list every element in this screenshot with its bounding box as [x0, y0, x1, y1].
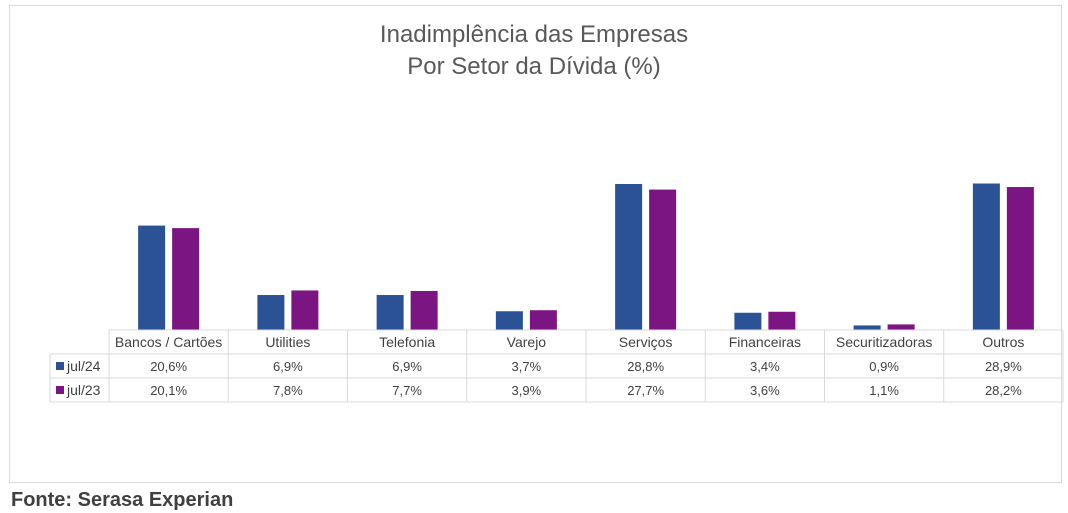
bar-jul-23-0: [172, 228, 200, 330]
data-label: 1,1%: [869, 383, 899, 398]
category-label: Utilities: [265, 334, 310, 350]
chart-title: Inadimplência das Empresas Por Setor da …: [0, 19, 1068, 83]
bar-jul-23-6: [887, 324, 915, 330]
category-label: Bancos / Cartões: [115, 334, 222, 350]
bar-jul-24-7: [972, 183, 1000, 330]
data-label: 3,7%: [512, 359, 542, 374]
bar-jul-23-7: [1006, 187, 1034, 330]
source-label: Fonte: Serasa Experian: [11, 489, 234, 511]
bar-jul-24-6: [853, 325, 881, 330]
data-label: 6,9%: [392, 359, 422, 374]
bar-jul-24-0: [138, 225, 166, 330]
category-label: Serviços: [619, 334, 673, 350]
data-label: 3,6%: [750, 383, 780, 398]
data-label: 28,9%: [985, 359, 1022, 374]
data-label: 28,8%: [627, 359, 664, 374]
data-label: 28,2%: [985, 383, 1022, 398]
bar-jul-24-5: [734, 312, 762, 330]
bar-jul-24-4: [615, 184, 643, 330]
category-label: Outros: [982, 334, 1024, 350]
data-label: 20,1%: [150, 383, 187, 398]
category-label: Financeiras: [729, 334, 801, 350]
bar-jul-23-2: [410, 290, 438, 330]
data-label: 27,7%: [627, 383, 664, 398]
data-label: 7,8%: [273, 383, 303, 398]
bar-jul-23-5: [768, 311, 796, 330]
legend-label: jul/24: [66, 358, 101, 374]
bar-jul-24-1: [257, 295, 285, 330]
category-label: Securitizadoras: [836, 334, 933, 350]
category-label: Telefonia: [379, 334, 435, 350]
bar-jul-24-3: [495, 311, 523, 330]
bar-jul-23-1: [291, 290, 319, 330]
data-label: 7,7%: [392, 383, 422, 398]
data-label: 3,9%: [512, 383, 542, 398]
data-label: 3,4%: [750, 359, 780, 374]
chart-title-line1: Inadimplência das Empresas: [379, 21, 689, 48]
data-label: 0,9%: [869, 359, 899, 374]
chart-subtitle: Por Setor da Dívida (%): [407, 53, 661, 80]
legend-key-jul-24: [56, 362, 64, 370]
legend-key-jul-23: [56, 386, 64, 394]
data-label: 20,6%: [150, 359, 187, 374]
category-label: Varejo: [507, 334, 547, 350]
data-label: 6,9%: [273, 359, 303, 374]
bar-jul-23-3: [529, 310, 557, 330]
legend-label: jul/23: [66, 382, 101, 398]
bar-jul-23-4: [649, 189, 677, 330]
bar-jul-24-2: [376, 295, 404, 330]
